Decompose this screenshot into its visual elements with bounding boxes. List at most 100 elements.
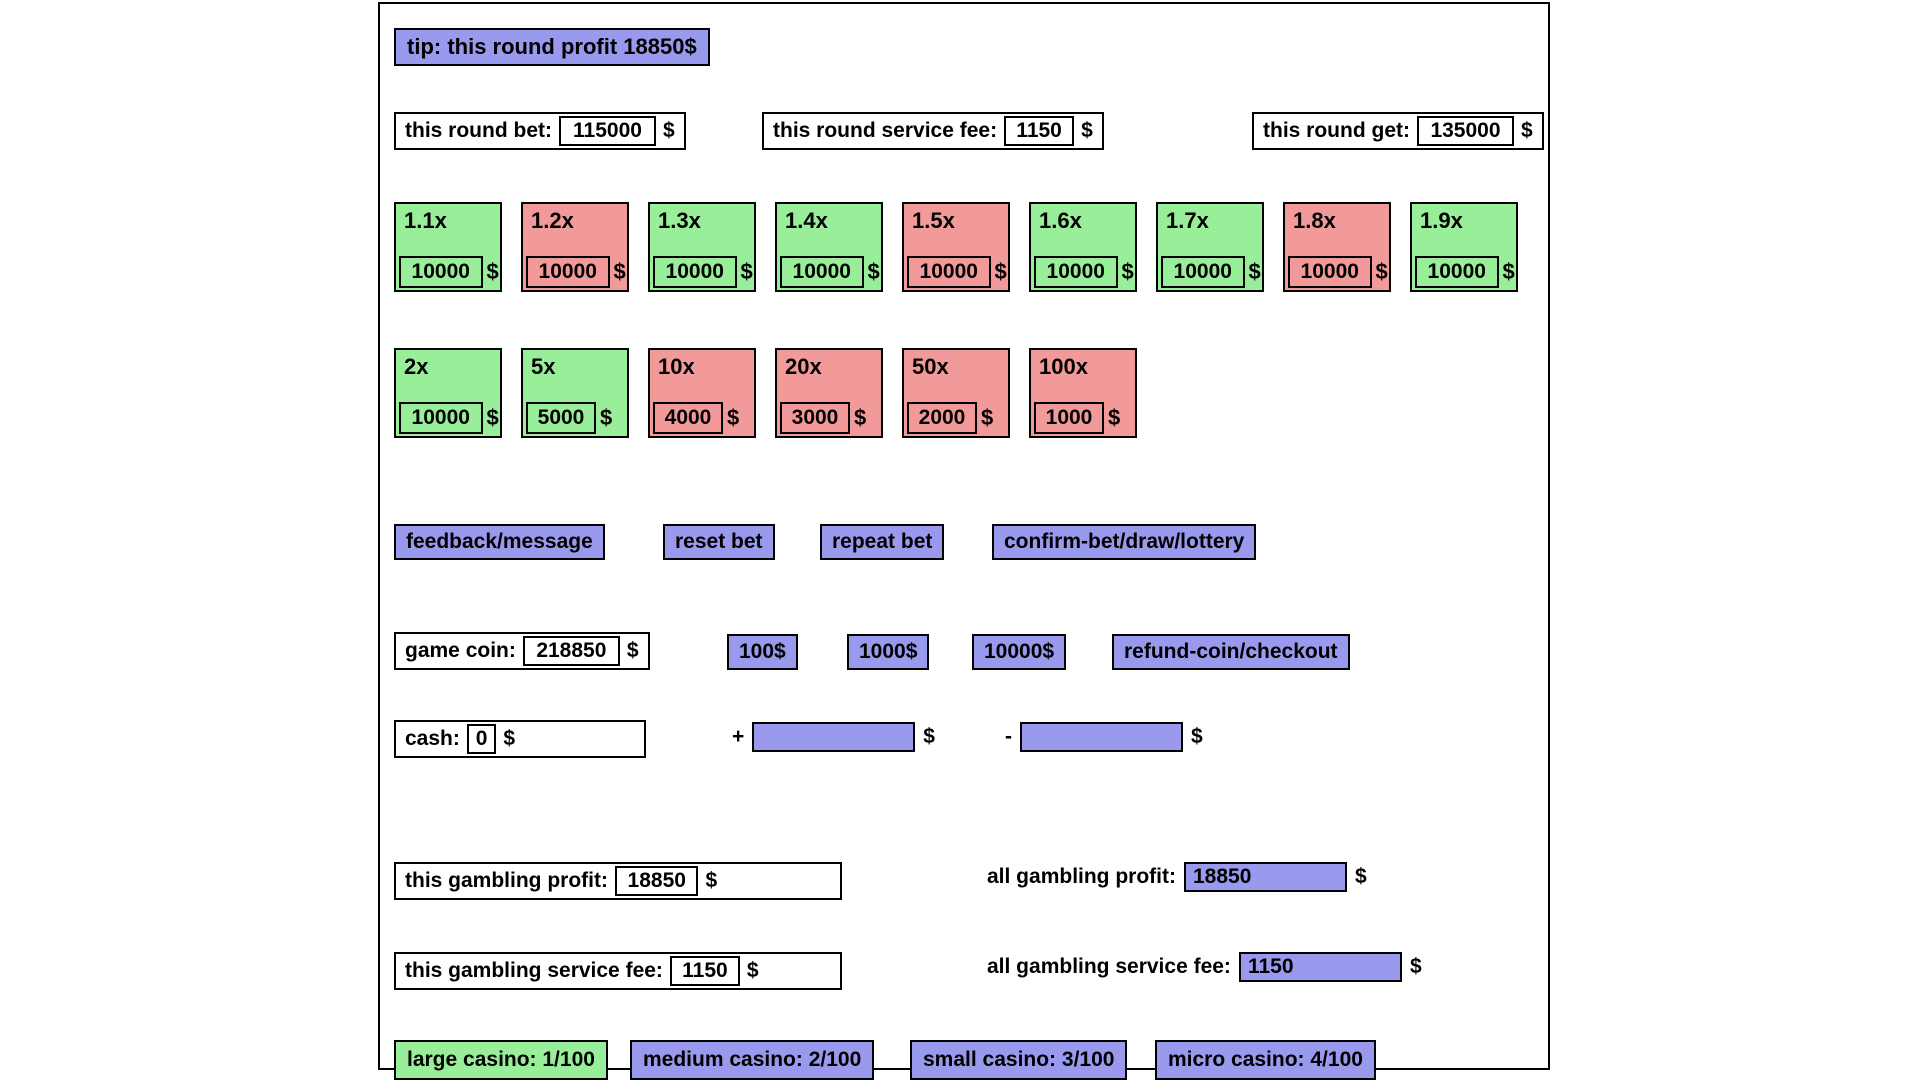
feedback-message-button[interactable]: feedback/message <box>394 524 605 560</box>
all-gambling-service-fee-group: all gambling service fee: $ <box>987 952 1422 982</box>
currency-label: $ <box>1108 405 1121 430</box>
multiplier-tile-1-6x: 1.6x $ <box>1029 202 1137 292</box>
currency-label: $ <box>1375 259 1388 284</box>
multiplier-label: 1.2x <box>531 208 574 233</box>
bet-amount-input[interactable] <box>1034 256 1118 288</box>
all-gambling-profit-group: all gambling profit: $ <box>987 862 1367 892</box>
multiplier-tile-100x: 100x $ <box>1029 348 1137 438</box>
tip-text: tip: this round profit 18850$ <box>407 34 697 59</box>
bet-amount-input[interactable] <box>399 402 483 434</box>
currency-label: $ <box>923 725 935 748</box>
game-coin-input[interactable] <box>522 636 620 666</box>
currency-label: $ <box>1248 259 1261 284</box>
cash-subtract-input[interactable] <box>1020 722 1183 752</box>
all-gambling-service-fee-input[interactable] <box>1238 952 1402 982</box>
this-gambling-profit-label: this gambling profit: <box>405 869 608 892</box>
currency-label: $ <box>1191 725 1203 748</box>
minus-sign: - <box>1005 725 1012 748</box>
multiplier-label: 50x <box>912 354 949 379</box>
multiplier-label: 1.9x <box>1420 208 1463 233</box>
multiplier-label: 1.4x <box>785 208 828 233</box>
multiplier-label: 1.1x <box>404 208 447 233</box>
round-get-box: this round get: $ <box>1252 112 1544 150</box>
multiplier-label: 1.8x <box>1293 208 1336 233</box>
multiplier-tile-1-7x: 1.7x $ <box>1156 202 1264 292</box>
bet-amount-input[interactable] <box>907 402 977 434</box>
bet-amount-input[interactable] <box>1034 402 1104 434</box>
round-service-fee-box: this round service fee: $ <box>762 112 1104 150</box>
add-coin-1000-button[interactable]: 1000$ <box>847 634 930 670</box>
bet-amount-input[interactable] <box>780 402 850 434</box>
multiplier-label: 1.6x <box>1039 208 1082 233</box>
bet-amount-input[interactable] <box>653 402 723 434</box>
add-coin-100-button[interactable]: 100$ <box>727 634 798 670</box>
currency-label: $ <box>600 405 613 430</box>
multiplier-label: 20x <box>785 354 822 379</box>
refund-coin-checkout-button[interactable]: refund-coin/checkout <box>1112 634 1350 670</box>
tip-banner: tip: this round profit 18850$ <box>394 28 710 66</box>
medium-casino-tab[interactable]: medium casino: 2/100 <box>630 1040 875 1080</box>
round-service-fee-input[interactable] <box>1004 116 1075 146</box>
round-service-fee-label: this round service fee: <box>773 119 998 142</box>
multiplier-tile-10x: 10x $ <box>648 348 756 438</box>
confirm-bet-draw-lottery-button[interactable]: confirm-bet/draw/lottery <box>992 524 1257 560</box>
multiplier-row-2: 2x $ 5x $ 10x $ 20x $ 50x $ 100x $ <box>394 348 1137 438</box>
bet-amount-input[interactable] <box>907 256 991 288</box>
bet-amount-input[interactable] <box>1161 256 1245 288</box>
add-coin-10000-button[interactable]: 10000$ <box>972 634 1067 670</box>
currency-label: $ <box>662 119 675 142</box>
this-gambling-profit-box: this gambling profit: $ <box>394 862 842 900</box>
multiplier-label: 2x <box>404 354 429 379</box>
cash-add-input[interactable] <box>752 722 916 752</box>
round-get-input[interactable] <box>1416 116 1514 146</box>
bet-amount-input[interactable] <box>1415 256 1499 288</box>
currency-label: $ <box>981 405 994 430</box>
multiplier-tile-20x: 20x $ <box>775 348 883 438</box>
currency-label: $ <box>613 259 626 284</box>
cash-input[interactable] <box>466 724 497 754</box>
multiplier-label: 5x <box>531 354 556 379</box>
game-coin-label: game coin: <box>405 639 516 662</box>
multiplier-tile-1-3x: 1.3x $ <box>648 202 756 292</box>
bet-amount-input[interactable] <box>653 256 737 288</box>
reset-bet-button[interactable]: reset bet <box>663 524 775 560</box>
round-get-label: this round get: <box>1263 119 1410 142</box>
plus-sign: + <box>732 725 745 748</box>
bet-amount-input[interactable] <box>780 256 864 288</box>
bet-amount-input[interactable] <box>526 256 610 288</box>
all-gambling-service-fee-label: all gambling service fee: <box>987 955 1231 978</box>
multiplier-tile-1-5x: 1.5x $ <box>902 202 1010 292</box>
bet-amount-input[interactable] <box>399 256 483 288</box>
multiplier-label: 10x <box>658 354 695 379</box>
currency-label: $ <box>1502 259 1515 284</box>
bet-amount-input[interactable] <box>526 402 596 434</box>
all-gambling-profit-input[interactable] <box>1184 862 1347 892</box>
currency-label: $ <box>867 259 880 284</box>
this-gambling-service-fee-input[interactable] <box>669 956 740 986</box>
small-casino-tab[interactable]: small casino: 3/100 <box>910 1040 1128 1080</box>
currency-label: $ <box>746 959 759 982</box>
game-coin-box: game coin: $ <box>394 632 650 670</box>
currency-label: $ <box>727 405 740 430</box>
currency-label: $ <box>854 405 867 430</box>
this-gambling-service-fee-label: this gambling service fee: <box>405 959 663 982</box>
multiplier-tile-1-2x: 1.2x $ <box>521 202 629 292</box>
large-casino-tab[interactable]: large casino: 1/100 <box>394 1040 608 1080</box>
currency-label: $ <box>1121 259 1134 284</box>
cash-label: cash: <box>405 727 460 750</box>
multiplier-tile-1-1x: 1.1x $ <box>394 202 502 292</box>
repeat-bet-button[interactable]: repeat bet <box>820 524 945 560</box>
currency-label: $ <box>1355 865 1367 888</box>
bet-amount-input[interactable] <box>1288 256 1372 288</box>
round-bet-input[interactable] <box>558 116 656 146</box>
currency-label: $ <box>503 727 516 750</box>
multiplier-row-1: 1.1x $ 1.2x $ 1.3x $ 1.4x $ 1.5x $ 1.6x … <box>394 202 1518 292</box>
micro-casino-tab[interactable]: micro casino: 4/100 <box>1155 1040 1376 1080</box>
currency-label: $ <box>1409 955 1422 978</box>
currency-label: $ <box>1520 119 1533 142</box>
this-gambling-service-fee-box: this gambling service fee: $ <box>394 952 842 990</box>
cash-plus-group: + $ <box>732 722 935 752</box>
currency-label: $ <box>994 259 1007 284</box>
multiplier-label: 100x <box>1039 354 1088 379</box>
this-gambling-profit-input[interactable] <box>614 866 699 896</box>
